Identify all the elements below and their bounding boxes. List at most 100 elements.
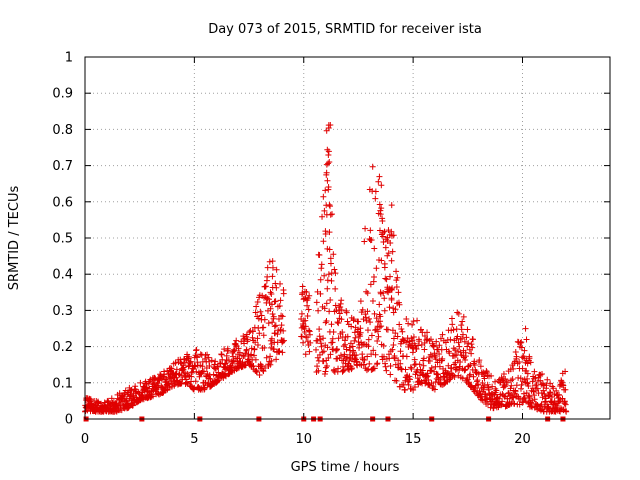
data-point	[432, 356, 439, 363]
data-point	[280, 290, 287, 297]
y-tick-label: 0.8	[52, 123, 73, 138]
x-tick-label: 10	[295, 432, 312, 447]
data-point	[406, 376, 413, 383]
data-point	[409, 337, 416, 344]
data-point	[249, 334, 256, 341]
data-point	[436, 351, 443, 358]
data-point	[364, 327, 371, 334]
y-tick-label: 0.6	[52, 195, 73, 210]
data-point	[95, 399, 102, 406]
data-point	[498, 374, 505, 381]
y-tick-label: 0	[65, 413, 73, 428]
data-point	[481, 375, 488, 382]
data-point	[361, 238, 368, 245]
data-point	[357, 298, 364, 305]
data-point	[455, 339, 462, 346]
data-point	[264, 273, 271, 280]
data-point	[373, 361, 380, 368]
data-point	[471, 358, 478, 365]
data-point	[421, 332, 428, 339]
data-point	[273, 356, 280, 363]
data-point	[327, 297, 334, 304]
data-point	[376, 301, 383, 308]
data-point	[267, 353, 274, 360]
data-point	[276, 302, 283, 309]
data-point	[460, 331, 466, 338]
data-point	[185, 372, 192, 379]
x-tick-label: 15	[405, 432, 422, 447]
data-point	[332, 285, 339, 292]
data-point	[350, 316, 357, 323]
data-point	[187, 358, 194, 365]
data-point	[317, 336, 324, 343]
data-point	[317, 290, 324, 297]
data-point	[458, 326, 465, 333]
data-point	[500, 370, 507, 377]
data-point	[483, 394, 490, 401]
data-point	[398, 365, 405, 372]
data-point	[307, 339, 314, 346]
data-point	[413, 346, 420, 353]
y-tick-label: 0.9	[52, 87, 73, 102]
data-point	[363, 288, 370, 295]
data-point	[380, 290, 387, 297]
data-point	[368, 332, 375, 339]
data-point	[353, 352, 360, 359]
data-point	[422, 380, 429, 387]
data-point	[523, 357, 530, 364]
data-point	[277, 326, 284, 333]
data-point	[546, 389, 553, 396]
data-point	[332, 270, 339, 277]
data-point	[313, 299, 320, 306]
data-point	[405, 381, 412, 388]
x-tick-label: 5	[190, 432, 198, 447]
data-point	[439, 331, 446, 338]
data-point	[303, 288, 310, 295]
data-point	[324, 285, 331, 292]
data-point	[273, 266, 280, 273]
data-point	[355, 339, 362, 346]
data-point	[424, 373, 431, 380]
data-point	[255, 315, 262, 322]
data-point	[324, 146, 331, 153]
data-point	[336, 310, 343, 317]
data-point	[327, 203, 334, 210]
data-point	[253, 368, 260, 375]
data-point	[322, 368, 329, 375]
data-point	[385, 250, 392, 257]
data-point	[327, 255, 334, 262]
data-point	[420, 355, 427, 362]
data-point	[262, 364, 269, 371]
data-point	[382, 275, 389, 282]
data-point	[445, 362, 452, 369]
data-point	[537, 407, 544, 414]
data-point	[306, 348, 313, 355]
data-point	[409, 321, 416, 328]
data-point	[335, 320, 342, 327]
data-point	[320, 193, 327, 200]
data-point	[389, 346, 396, 353]
data-point	[416, 361, 423, 368]
data-point	[275, 315, 282, 322]
data-point	[434, 371, 441, 378]
data-point	[504, 379, 511, 386]
data-point	[316, 326, 323, 333]
data-point	[383, 276, 390, 283]
data-point	[516, 359, 523, 366]
data-point	[192, 363, 199, 370]
data-point	[390, 232, 397, 239]
data-point	[149, 393, 156, 400]
data-point	[355, 318, 362, 325]
data-point	[236, 355, 243, 362]
data-point	[357, 333, 364, 340]
data-point	[466, 372, 473, 379]
data-point	[316, 252, 323, 259]
y-tick-label: 0.1	[52, 376, 73, 391]
data-point	[344, 333, 351, 340]
data-point	[556, 398, 563, 405]
data-point	[269, 264, 276, 271]
data-point	[462, 366, 469, 373]
data-point	[542, 398, 549, 405]
data-point	[394, 333, 401, 340]
data-point	[248, 351, 255, 358]
